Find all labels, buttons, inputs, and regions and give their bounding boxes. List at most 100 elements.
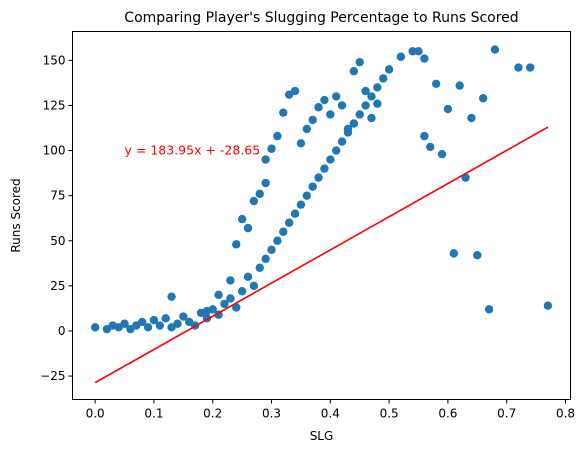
scatter-point <box>232 240 241 249</box>
scatter-point <box>173 319 182 328</box>
scatter-point <box>308 115 317 125</box>
scatter-point <box>284 218 294 227</box>
scatter-point <box>273 131 282 141</box>
scatter-point <box>443 104 453 114</box>
scatter-point <box>220 299 229 309</box>
scatter-point <box>249 196 259 206</box>
scatter-point <box>449 249 458 258</box>
scatter-point <box>261 254 270 263</box>
y-tick-label: 0 <box>58 324 66 338</box>
scatter-point <box>355 110 364 119</box>
scatter-point <box>408 47 417 56</box>
x-axis: 0.0 0.1 0.2 0.3 0.4 0.5 0.6 0.7 0.8 <box>86 399 575 421</box>
scatter-point <box>361 101 370 110</box>
scatter-point <box>314 103 323 112</box>
scatter-point <box>367 113 376 123</box>
scatter-point <box>326 110 335 119</box>
y-axis: −25 0 25 50 75 100 125 150 <box>40 53 73 383</box>
scatter-point <box>384 65 394 74</box>
scatter-point <box>202 306 212 316</box>
y-tick-label: −25 <box>40 369 65 383</box>
scatter-point <box>120 319 129 328</box>
scatter-point <box>261 155 270 164</box>
scatter-point <box>226 276 235 285</box>
scatter-point <box>255 189 264 199</box>
y-axis-label: Runs Scored <box>9 178 23 252</box>
scatter-point <box>337 101 347 110</box>
scatter-point <box>143 323 153 332</box>
scatter-point <box>320 164 329 173</box>
scatter-point <box>243 272 253 282</box>
scatter-point <box>237 214 247 224</box>
scatter-point <box>137 317 147 327</box>
y-tick-label: 75 <box>50 189 65 203</box>
scatter-point <box>296 139 306 148</box>
scatter-point <box>243 223 253 233</box>
scatter-point <box>261 178 270 188</box>
x-tick-label: 0.3 <box>262 407 281 421</box>
scatter-point <box>249 281 259 291</box>
y-tick-label: 125 <box>43 98 66 112</box>
scatter-point <box>396 52 406 61</box>
x-axis-label: SLG <box>310 429 334 443</box>
x-tick-label: 0.0 <box>86 407 105 421</box>
scatter-point <box>373 83 382 92</box>
scatter-point <box>414 47 423 56</box>
regression-equation-annotation: y = 183.95x + -28.65 <box>125 143 261 158</box>
x-tick-label: 0.5 <box>380 407 399 421</box>
scatter-point <box>431 79 441 89</box>
scatter-point <box>326 155 335 164</box>
scatter-point <box>490 45 500 54</box>
scatter-point <box>349 66 359 76</box>
scatter-point <box>367 92 376 101</box>
scatter-point <box>332 92 341 101</box>
scatter-point <box>373 99 382 108</box>
regression-line <box>94 126 549 384</box>
scatter-point <box>332 146 341 155</box>
scatter-point <box>232 303 241 312</box>
plot-area <box>72 31 571 400</box>
scatter-point <box>214 290 223 300</box>
scatter-point <box>296 200 306 209</box>
scatter-point <box>484 305 494 314</box>
scatter-point <box>314 173 323 182</box>
x-tick-label: 0.8 <box>556 407 575 421</box>
plot-frame <box>72 31 571 400</box>
scatter-point <box>290 86 300 96</box>
scatter-point <box>302 191 311 200</box>
x-tick-label: 0.4 <box>321 407 340 421</box>
chart-title: Comparing Player's Slugging Percentage t… <box>124 10 518 26</box>
scatter-point <box>379 74 388 83</box>
x-tick-label: 0.6 <box>438 407 457 421</box>
scatter-point <box>255 263 264 273</box>
y-tick-label: 150 <box>43 53 66 67</box>
scatter-point <box>343 124 353 134</box>
scatter-point <box>149 315 159 325</box>
scatter-point <box>355 57 364 67</box>
scatter-point <box>167 292 176 301</box>
y-tick-label: 50 <box>50 234 65 248</box>
scatter-point <box>179 312 188 321</box>
scatter-point <box>273 236 282 245</box>
y-tick-label: 25 <box>50 279 65 293</box>
x-tick-label: 0.1 <box>144 407 163 421</box>
scatter-point <box>302 124 311 134</box>
scatter-point <box>349 119 359 128</box>
scatter-point <box>226 294 235 303</box>
x-tick-label: 0.7 <box>497 407 516 421</box>
scatter-point <box>279 227 288 236</box>
scatter-point <box>320 95 329 105</box>
y-tick-label: 100 <box>43 144 66 158</box>
scatter-point <box>308 182 317 191</box>
scatter-point <box>161 314 170 323</box>
scatter-point <box>279 108 288 117</box>
scatter-point <box>514 63 523 72</box>
scatter-point <box>437 149 447 159</box>
scatter-point <box>361 86 370 96</box>
scatter-point <box>337 137 347 146</box>
scatter-point <box>543 301 553 310</box>
scatter-point <box>420 54 429 63</box>
scatter-point <box>478 94 488 103</box>
